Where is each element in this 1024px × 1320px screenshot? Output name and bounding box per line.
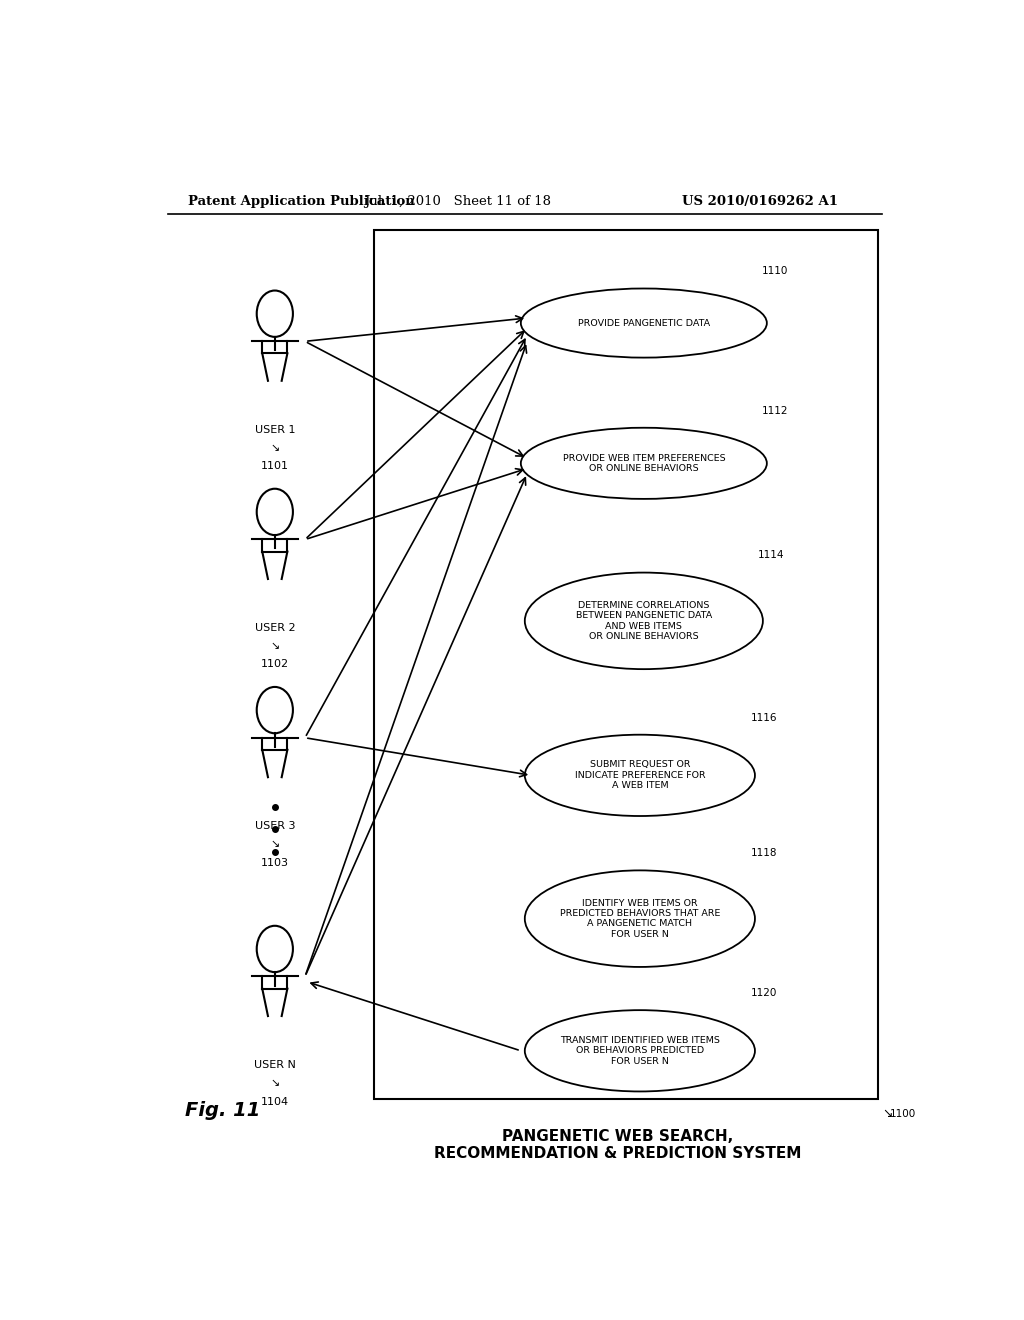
Text: 1101: 1101 xyxy=(261,461,289,471)
Ellipse shape xyxy=(521,428,767,499)
Text: 1100: 1100 xyxy=(890,1109,916,1119)
Circle shape xyxy=(257,290,293,337)
Text: USER 3: USER 3 xyxy=(255,821,295,832)
Ellipse shape xyxy=(525,1010,755,1092)
Text: PROVIDE PANGENETIC DATA: PROVIDE PANGENETIC DATA xyxy=(578,318,710,327)
Text: USER 2: USER 2 xyxy=(255,623,295,632)
Text: IDENTIFY WEB ITEMS OR
PREDICTED BEHAVIORS THAT ARE
A PANGENETIC MATCH
FOR USER N: IDENTIFY WEB ITEMS OR PREDICTED BEHAVIOR… xyxy=(560,899,720,939)
Text: 1103: 1103 xyxy=(261,858,289,867)
Text: 1104: 1104 xyxy=(261,1097,289,1106)
Text: Jul. 1, 2010   Sheet 11 of 18: Jul. 1, 2010 Sheet 11 of 18 xyxy=(364,194,551,207)
Text: PANGENETIC WEB SEARCH,
RECOMMENDATION & PREDICTION SYSTEM: PANGENETIC WEB SEARCH, RECOMMENDATION & … xyxy=(434,1129,802,1162)
Text: PROVIDE WEB ITEM PREFERENCES
OR ONLINE BEHAVIORS: PROVIDE WEB ITEM PREFERENCES OR ONLINE B… xyxy=(562,454,725,473)
Text: ↘: ↘ xyxy=(882,1106,893,1119)
Text: ↘: ↘ xyxy=(270,642,280,651)
Text: USER N: USER N xyxy=(254,1060,296,1071)
Bar xyxy=(374,230,878,1098)
Text: 1110: 1110 xyxy=(762,267,788,276)
Circle shape xyxy=(257,686,293,734)
Text: ↘: ↘ xyxy=(270,444,280,453)
Text: 1102: 1102 xyxy=(261,660,289,669)
Text: 1112: 1112 xyxy=(762,405,788,416)
Text: TRANSMIT IDENTIFIED WEB ITEMS
OR BEHAVIORS PREDICTED
FOR USER N: TRANSMIT IDENTIFIED WEB ITEMS OR BEHAVIO… xyxy=(560,1036,720,1065)
Circle shape xyxy=(257,925,293,972)
Circle shape xyxy=(257,488,293,535)
Text: SUBMIT REQUEST OR
INDICATE PREFERENCE FOR
A WEB ITEM: SUBMIT REQUEST OR INDICATE PREFERENCE FO… xyxy=(574,760,706,791)
Text: ↘: ↘ xyxy=(270,840,280,849)
Ellipse shape xyxy=(525,573,763,669)
Text: Fig. 11: Fig. 11 xyxy=(185,1101,260,1121)
Text: Patent Application Publication: Patent Application Publication xyxy=(187,194,415,207)
Text: US 2010/0169262 A1: US 2010/0169262 A1 xyxy=(682,194,839,207)
Text: ↘: ↘ xyxy=(270,1078,280,1088)
Text: 1116: 1116 xyxy=(751,713,777,722)
Ellipse shape xyxy=(525,870,755,968)
Text: 1114: 1114 xyxy=(758,550,784,561)
Text: DETERMINE CORRELATIONS
BETWEEN PANGENETIC DATA
AND WEB ITEMS
OR ONLINE BEHAVIORS: DETERMINE CORRELATIONS BETWEEN PANGENETI… xyxy=(575,601,712,642)
Text: 1118: 1118 xyxy=(751,849,777,858)
Text: USER 1: USER 1 xyxy=(255,425,295,434)
Text: 1120: 1120 xyxy=(751,987,777,998)
Ellipse shape xyxy=(525,735,755,816)
Ellipse shape xyxy=(521,289,767,358)
